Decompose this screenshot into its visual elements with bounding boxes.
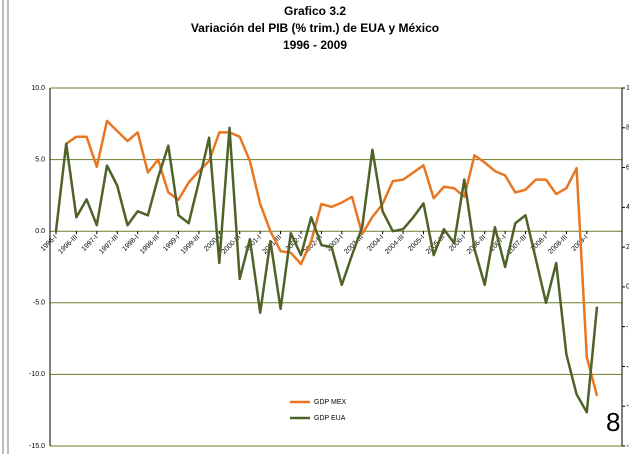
x-tick-label: 1997-I	[81, 234, 100, 253]
chart-title: Grafico 3.2	[284, 4, 346, 18]
x-tick-label: 2004-I	[366, 234, 385, 253]
chart-period: 1996 - 2009	[283, 38, 347, 52]
x-tick-label: 2004-III	[384, 234, 406, 256]
y-tick-label: 10.0	[31, 85, 45, 92]
legend-label: GDP MEX	[314, 399, 346, 406]
x-tick-label: 1996-I	[40, 234, 59, 253]
x-tick-label: 2000-III	[221, 234, 243, 256]
x-tick-label: 2005-I	[407, 234, 426, 253]
x-tick-label: 1998-I	[121, 234, 140, 253]
y-tick-label: 5.0	[35, 156, 45, 163]
x-tick-label: 1998-III	[139, 234, 161, 256]
chart-subtitle: Variación del PIB (% trim.) de EUA y Méx…	[191, 21, 439, 35]
y2-tick-label: 4	[626, 204, 629, 211]
x-tick-label: 1999-III	[180, 234, 202, 256]
x-tick-label: 1996-III	[57, 234, 79, 256]
y2-tick-label: 10	[626, 85, 629, 92]
x-tick-label: 1999-I	[162, 234, 181, 253]
x-tick-label: 2008-III	[547, 234, 569, 256]
y2-tick-label: -2	[626, 324, 629, 331]
y2-tick-label: 2	[626, 244, 629, 251]
y2-tick-label: -8	[626, 443, 629, 450]
y-tick-label: -5.0	[33, 300, 45, 307]
y-tick-label: 0.0	[35, 228, 45, 235]
y2-tick-label: -6	[626, 403, 629, 410]
y-tick-label: -10.0	[29, 371, 45, 378]
y-tick-label: -15.0	[29, 443, 45, 450]
series-line	[54, 126, 599, 414]
series-line	[65, 119, 599, 397]
y2-tick-label: 8	[626, 125, 629, 132]
page-number: 8	[606, 407, 620, 437]
x-tick-label: 1997-III	[98, 234, 120, 256]
y2-tick-label: 6	[626, 164, 629, 171]
x-tick-label: 2003-I	[326, 234, 345, 253]
legend-label: GDP EUA	[314, 415, 346, 422]
y2-tick-label: 0	[626, 284, 629, 291]
y2-tick-label: -4	[626, 363, 629, 370]
